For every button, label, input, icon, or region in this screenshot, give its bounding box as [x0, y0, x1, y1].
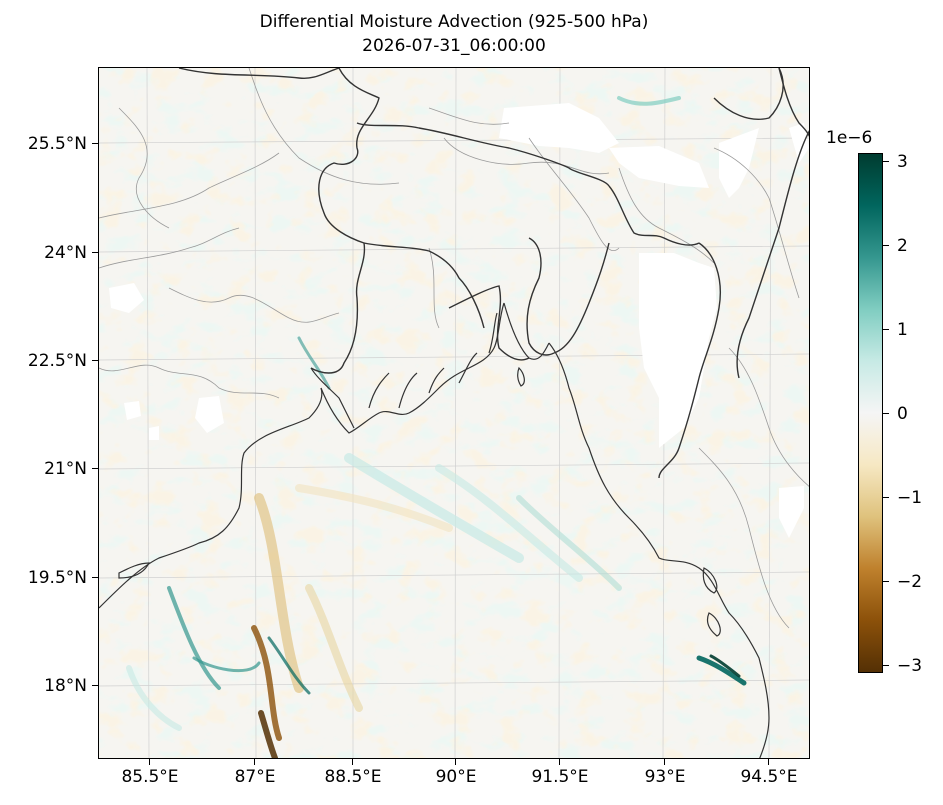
- lon-label-85-5: 85.5°E: [121, 767, 179, 787]
- colorbar-tick: [883, 161, 889, 162]
- colorbar-label-neg1: −1: [897, 488, 923, 508]
- lon-tick: [559, 759, 560, 765]
- lon-tick: [254, 759, 255, 765]
- lon-tick: [664, 759, 665, 765]
- lon-label-93: 93°E: [644, 767, 686, 787]
- lon-tick: [768, 759, 769, 765]
- lat-tick: [92, 577, 98, 578]
- lat-tick: [92, 252, 98, 253]
- missing-data-patches: [109, 103, 809, 538]
- lon-tick: [352, 759, 353, 765]
- colorbar-label-neg2: −2: [897, 572, 923, 592]
- lat-label-24: 24°N: [44, 243, 87, 263]
- lon-tick: [455, 759, 456, 765]
- lat-label-21: 21°N: [44, 459, 87, 479]
- map-plot-area: [98, 67, 810, 759]
- map-canvas: [99, 68, 809, 758]
- colorbar-exponent: 1e−6: [826, 128, 873, 148]
- map-title: Differential Moisture Advection (925-500…: [259, 12, 649, 32]
- colorbar-tick: [883, 581, 889, 582]
- lon-label-94-5: 94.5°E: [740, 767, 798, 787]
- lat-label-25-5: 25.5°N: [27, 134, 87, 154]
- colorbar-label-neg3: −3: [897, 656, 923, 676]
- coastline: [99, 302, 770, 758]
- state-borders: [99, 68, 809, 629]
- lat-tick: [92, 685, 98, 686]
- colorbar-label-0: 0: [897, 404, 908, 424]
- lat-label-22-5: 22.5°N: [27, 351, 87, 371]
- colorbar-label-2: 2: [897, 236, 908, 256]
- country-borders: [178, 68, 809, 479]
- advection-streaks: [126, 96, 747, 758]
- colorbar-tick: [883, 245, 889, 246]
- colorbar-tick: [883, 329, 889, 330]
- colorbar-label-3: 3: [897, 152, 908, 172]
- lat-tick: [92, 360, 98, 361]
- lon-tick: [149, 759, 150, 765]
- lat-label-19-5: 19.5°N: [27, 568, 87, 588]
- colorbar-tick: [883, 665, 889, 666]
- lat-tick: [92, 143, 98, 144]
- colorbar: [858, 153, 883, 673]
- colorbar-tick: [883, 413, 889, 414]
- lon-label-88-5: 88.5°E: [324, 767, 382, 787]
- lon-label-91-5: 91.5°E: [531, 767, 589, 787]
- lon-label-87: 87°E: [234, 767, 276, 787]
- lat-tick: [92, 468, 98, 469]
- lon-label-90: 90°E: [435, 767, 477, 787]
- gridlines: [99, 68, 809, 758]
- lat-label-18: 18°N: [44, 676, 87, 696]
- colorbar-label-1: 1: [897, 320, 908, 340]
- map-subtitle-datetime: 2026-07-31_06:00:00: [362, 36, 546, 56]
- colorbar-tick: [883, 497, 889, 498]
